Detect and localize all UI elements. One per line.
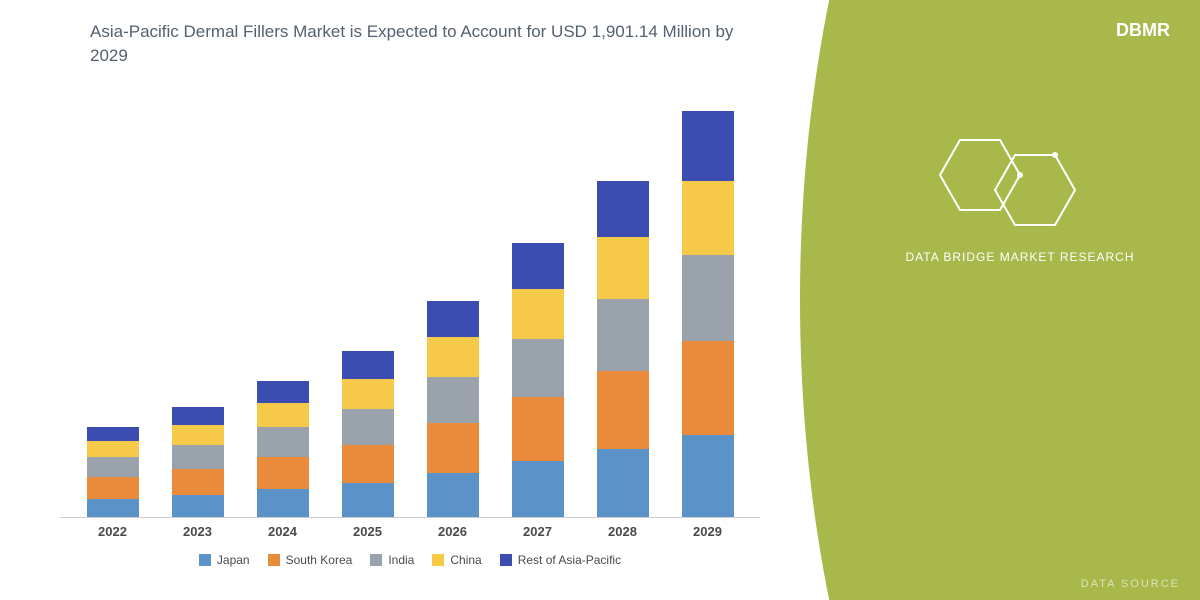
legend-label: India [388,553,414,567]
bar-segment [342,409,394,445]
legend-swatch [370,554,382,566]
bar-stack [427,301,479,517]
bar-segment [682,111,734,181]
x-axis-label: 2027 [503,524,573,539]
legend-item: Rest of Asia-Pacific [500,553,621,567]
bar-stack [512,243,564,517]
bar-segment [512,397,564,461]
bar-segment [257,489,309,517]
x-axis-label: 2026 [418,524,488,539]
bar-segment [682,181,734,255]
bar-segment [427,423,479,473]
bar-segment [682,435,734,517]
bar-segment [342,351,394,379]
chart-title: Asia-Pacific Dermal Fillers Market is Ex… [90,20,760,68]
bar-group [588,181,658,517]
legend-label: South Korea [286,553,353,567]
x-axis-labels: 2022 2023 2024 2025 2026 2027 2028 2029 [60,518,760,539]
legend-swatch [199,554,211,566]
bar-group [673,111,743,517]
x-axis-label: 2028 [588,524,658,539]
bar-segment [597,181,649,237]
chart-container: Asia-Pacific Dermal Fillers Market is Ex… [0,0,780,600]
bar-segment [342,445,394,483]
bar-group [333,351,403,517]
bar-segment [342,379,394,409]
legend-item: South Korea [268,553,353,567]
bar-segment [257,457,309,489]
legend-swatch [268,554,280,566]
bar-segment [512,243,564,289]
brand-label: DATA BRIDGE MARKET RESEARCH [880,250,1160,264]
x-axis-label: 2023 [163,524,233,539]
hexagon-icon [920,120,1100,265]
bar-segment [87,457,139,477]
bar-segment [682,255,734,341]
bar-segment [257,427,309,457]
bar-segment [87,427,139,441]
bar-segment [427,337,479,377]
x-axis-label: 2025 [333,524,403,539]
bar-group [418,301,488,517]
legend-label: China [450,553,481,567]
legend-label: Rest of Asia-Pacific [518,553,621,567]
bar-segment [597,371,649,449]
bar-stack [682,111,734,517]
bar-segment [512,339,564,397]
bar-stack [342,351,394,517]
legend-swatch [432,554,444,566]
bars-plot-area [60,78,760,518]
legend-item: India [370,553,414,567]
bar-segment [257,381,309,403]
legend-item: China [432,553,481,567]
bar-segment [257,403,309,427]
right-decorative-panel: DBMR DATA BRIDGE MARKET RESEARCH DATA SO… [800,0,1200,600]
x-axis-label: 2024 [248,524,318,539]
bar-segment [512,289,564,339]
bar-group [78,427,148,517]
legend-label: Japan [217,553,250,567]
bar-stack [597,181,649,517]
bar-group [503,243,573,517]
bar-segment [597,299,649,371]
bar-segment [597,449,649,517]
bar-segment [597,237,649,299]
bar-stack [257,381,309,517]
bar-segment [172,425,224,445]
bar-segment [342,483,394,517]
x-axis-label: 2022 [78,524,148,539]
bar-segment [172,495,224,517]
bar-segment [427,301,479,337]
bar-group [163,407,233,517]
bar-segment [512,461,564,517]
legend-swatch [500,554,512,566]
legend-item: Japan [199,553,250,567]
bar-segment [87,477,139,499]
watermark-text: DBMR [1116,20,1170,41]
bar-segment [172,407,224,425]
bar-group [248,381,318,517]
footer-brand-text: DATA SOURCE [1081,578,1180,590]
bar-segment [87,441,139,457]
x-axis-label: 2029 [673,524,743,539]
bar-segment [172,469,224,495]
bar-segment [172,445,224,469]
chart-legend: Japan South Korea India China Rest of Asia-P… [60,553,760,567]
bar-stack [87,427,139,517]
bar-segment [87,499,139,517]
bar-segment [427,473,479,517]
bar-segment [427,377,479,423]
bar-stack [172,407,224,517]
bar-segment [682,341,734,435]
